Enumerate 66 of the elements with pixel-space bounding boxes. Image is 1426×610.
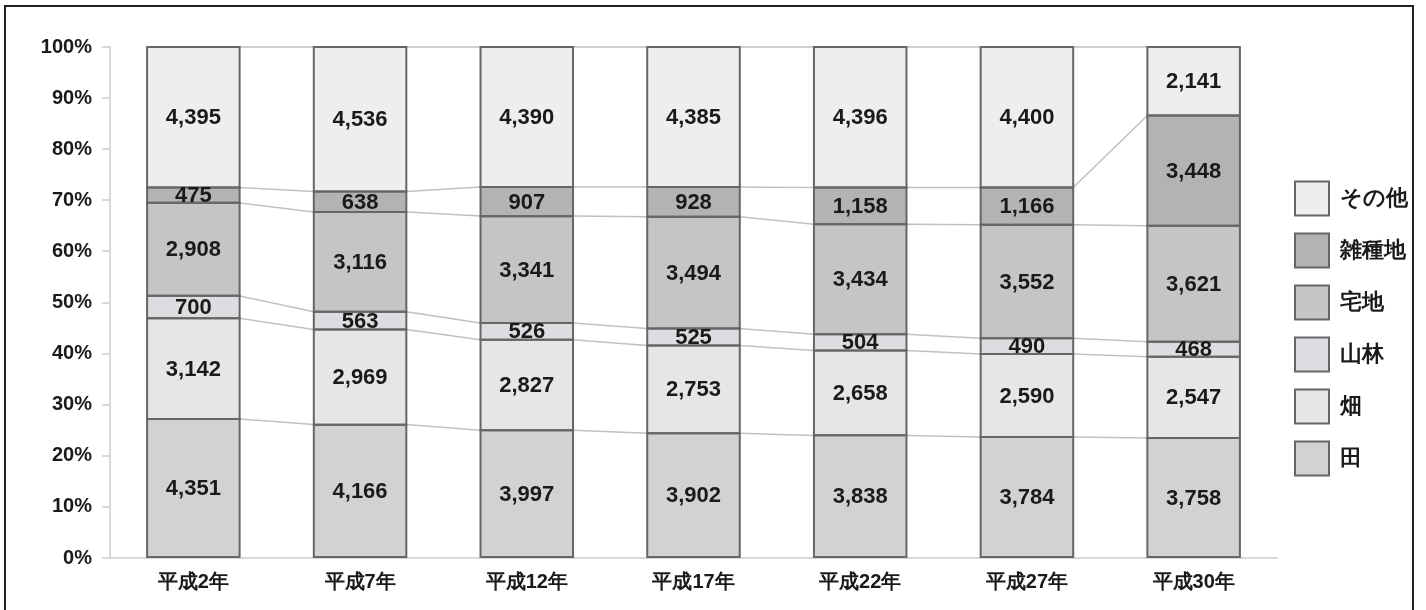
y-tick-label: 50% [51,290,93,313]
annotation: 4,395 [165,104,221,130]
annotation: 2,753 [665,376,722,402]
x-tick-label: 平成2年 [156,569,229,592]
annotation: 4,400 [999,104,1055,130]
annotation: 1,158 [832,192,888,218]
annotation: 3,902 [665,482,722,508]
annotation: 638 [341,188,379,214]
x-tick-label: 平成30年 [1151,569,1235,592]
legend-label: 宅地 [1340,288,1385,314]
annotation: 2,547 [1166,384,1222,410]
x-tick-label: 平成27年 [984,569,1069,592]
annotation: 3,434 [832,266,889,292]
annotation: 4,166 [332,477,388,503]
y-tick-label: 60% [51,238,93,261]
annotation: 2,590 [999,382,1055,408]
legend-label: その他 [1340,184,1409,210]
y-tick-label: 90% [51,85,93,108]
annotation: 475 [175,182,212,208]
annotation: 3,758 [1166,484,1222,510]
legend-label: 山林 [1340,340,1385,366]
legend-label: 畑 [1339,392,1362,418]
annotation: 525 [675,324,712,350]
annotation: 563 [341,307,379,333]
y-tick-label: 10% [51,494,93,517]
annotation: 928 [675,188,712,214]
annotation: 2,908 [165,236,221,262]
y-tick-label: 70% [51,187,93,210]
annotation: 4,351 [165,475,221,501]
annotation: 3,494 [665,259,722,285]
annotation: 3,838 [832,483,888,509]
y-tick-label: 0% [63,545,93,568]
y-tick-label: 40% [51,341,93,364]
annotation: 2,969 [332,364,388,390]
annotation: 3,621 [1166,270,1222,296]
annotation: 3,997 [499,480,555,506]
x-tick-label: 平成22年 [818,569,902,592]
annotation: 526 [508,318,546,344]
annotation: 700 [175,294,212,320]
x-tick-label: 平成12年 [484,569,568,592]
annotation: 3,448 [1166,157,1222,183]
annotation: 3,784 [999,484,1056,510]
annotation: 4,385 [665,104,722,130]
x-tick-label: 平成7年 [323,569,396,592]
annotation: 4,536 [332,106,388,132]
annotation: 907 [508,188,546,214]
annotation: 3,552 [999,268,1055,294]
annotation: 2,141 [1166,68,1222,94]
y-tick-label: 20% [51,443,93,466]
annotation: 3,116 [333,248,387,274]
annotation: 2,827 [499,372,555,398]
legend-label: 田 [1340,444,1362,470]
annotation: 468 [1175,336,1212,362]
x-tick-label: 平成17年 [651,569,735,592]
annotation: 3,341 [499,256,555,282]
annotation: 4,390 [499,104,555,130]
annotation: 3,142 [165,355,221,381]
y-tick-label: 80% [51,136,93,159]
annotation: 1,166 [999,193,1055,219]
annotation: 504 [841,329,880,355]
annotation: 490 [1008,333,1046,359]
annotation: 2,658 [832,380,888,406]
annotation: 4,396 [832,104,888,130]
y-tick-label: 100% [40,34,93,57]
y-tick-label: 30% [51,392,93,415]
legend-label: 雑種地 [1339,236,1407,262]
